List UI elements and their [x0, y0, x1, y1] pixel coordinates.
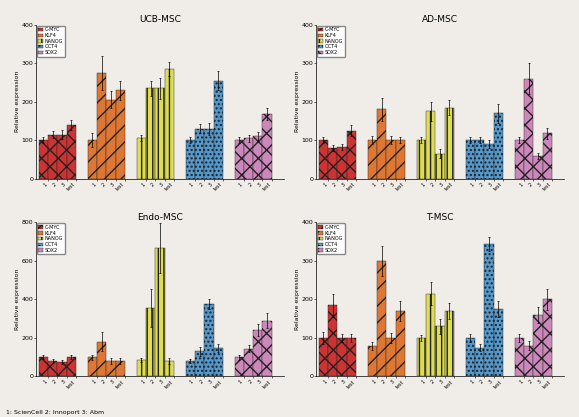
Bar — [435, 327, 445, 377]
Title: Endo-MSC: Endo-MSC — [137, 213, 183, 222]
Bar — [214, 348, 223, 377]
Bar — [186, 140, 195, 179]
Bar — [87, 357, 97, 377]
Bar — [445, 108, 454, 179]
Bar — [155, 249, 164, 377]
Bar — [466, 140, 475, 179]
Bar — [426, 111, 435, 179]
Title: UCB-MSC: UCB-MSC — [139, 15, 181, 24]
Bar — [97, 73, 107, 179]
Bar — [67, 125, 76, 179]
Bar — [347, 338, 356, 377]
Bar — [524, 79, 533, 179]
Bar — [137, 138, 146, 179]
Bar — [494, 113, 503, 179]
Bar — [445, 311, 454, 377]
Bar — [67, 357, 76, 377]
Bar — [204, 129, 214, 179]
Bar — [195, 352, 204, 377]
Bar — [116, 90, 125, 179]
Bar — [146, 308, 155, 377]
Bar — [57, 135, 67, 179]
Y-axis label: Relative expression: Relative expression — [15, 71, 20, 133]
Bar — [484, 144, 494, 179]
Y-axis label: Relative expression: Relative expression — [295, 269, 300, 330]
Text: 1: ScienCell 2: Innoport 3: Abm: 1: ScienCell 2: Innoport 3: Abm — [6, 410, 104, 415]
Bar — [107, 100, 116, 179]
Bar — [214, 80, 223, 179]
Bar — [377, 261, 386, 377]
Bar — [39, 140, 48, 179]
Bar — [262, 114, 272, 179]
Y-axis label: Relative expression: Relative expression — [295, 71, 300, 133]
Bar — [368, 346, 377, 377]
Bar — [417, 338, 426, 377]
Bar — [48, 361, 57, 377]
Bar — [164, 361, 174, 377]
Bar — [155, 88, 164, 179]
Bar — [244, 138, 253, 179]
Bar — [253, 330, 262, 377]
Bar — [475, 140, 484, 179]
Bar — [484, 244, 494, 377]
Bar — [395, 140, 405, 179]
Bar — [262, 321, 272, 377]
Bar — [204, 304, 214, 377]
Bar — [435, 154, 445, 179]
Bar — [39, 357, 48, 377]
Bar — [533, 156, 543, 179]
Bar — [494, 309, 503, 377]
Bar — [253, 136, 262, 179]
Bar — [347, 131, 356, 179]
Bar — [97, 342, 107, 377]
Legend: C-MYC, KLF4, NANOG, OCT4, SOX2: C-MYC, KLF4, NANOG, OCT4, SOX2 — [37, 26, 64, 57]
Bar — [515, 140, 524, 179]
Bar — [319, 140, 328, 179]
Bar — [533, 315, 543, 377]
Bar — [377, 110, 386, 179]
Bar — [543, 133, 552, 179]
Bar — [137, 360, 146, 377]
Bar — [186, 361, 195, 377]
Bar — [386, 140, 395, 179]
Bar — [328, 148, 338, 179]
Bar — [319, 338, 328, 377]
Bar — [524, 346, 533, 377]
Bar — [87, 140, 97, 179]
Bar — [244, 349, 253, 377]
Legend: C-MYC, KLF4, NANOG, OCT4, SOX2: C-MYC, KLF4, NANOG, OCT4, SOX2 — [317, 224, 345, 254]
Bar — [195, 129, 204, 179]
Bar — [515, 338, 524, 377]
Title: AD-MSC: AD-MSC — [422, 15, 458, 24]
Bar — [116, 361, 125, 377]
Bar — [395, 311, 405, 377]
Y-axis label: Relative expression: Relative expression — [15, 269, 20, 330]
Bar — [164, 69, 174, 179]
Bar — [386, 338, 395, 377]
Bar — [368, 140, 377, 179]
Bar — [338, 338, 347, 377]
Bar — [338, 147, 347, 179]
Legend: C-MYC, KLF4, NANOG, OCT4, SOX2: C-MYC, KLF4, NANOG, OCT4, SOX2 — [317, 26, 345, 57]
Bar — [107, 361, 116, 377]
Bar — [234, 357, 244, 377]
Bar — [48, 135, 57, 179]
Bar — [234, 140, 244, 179]
Bar — [57, 362, 67, 377]
Bar — [543, 299, 552, 377]
Legend: C-MYC, KLF4, NANOG, OCT4, SOX2: C-MYC, KLF4, NANOG, OCT4, SOX2 — [37, 224, 64, 254]
Bar — [475, 348, 484, 377]
Bar — [328, 305, 338, 377]
Title: T-MSC: T-MSC — [426, 213, 454, 222]
Bar — [146, 88, 155, 179]
Bar — [466, 338, 475, 377]
Bar — [426, 294, 435, 377]
Bar — [417, 140, 426, 179]
